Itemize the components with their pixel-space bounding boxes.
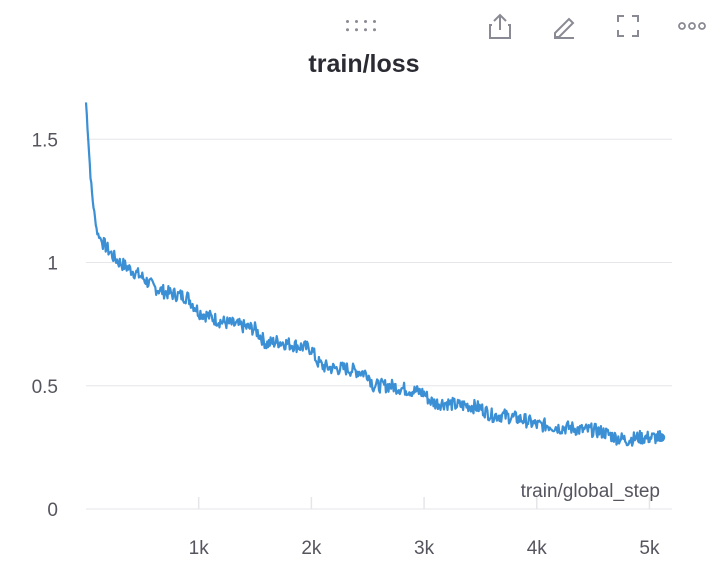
- edit-icon[interactable]: [546, 8, 582, 44]
- x-axis-label: train/global_step: [521, 481, 660, 502]
- drag-handle-icon[interactable]: [346, 8, 382, 44]
- y-tick-label: 0: [47, 500, 58, 521]
- y-tick-label: 0.5: [32, 377, 58, 398]
- x-tick-label: 3k: [414, 538, 435, 559]
- x-tick-label: 4k: [527, 538, 548, 559]
- fullscreen-icon[interactable]: [610, 8, 646, 44]
- x-tick-label: 1k: [189, 538, 210, 559]
- y-tick-label: 1: [47, 254, 58, 275]
- chart-title: train/loss: [308, 50, 420, 78]
- more-icon[interactable]: [674, 8, 710, 44]
- panel-toolbar: [0, 8, 728, 44]
- y-tick-label: 1.5: [32, 130, 58, 151]
- share-icon[interactable]: [482, 8, 518, 44]
- x-tick-label: 2k: [301, 538, 322, 559]
- x-tick-label: 5k: [639, 538, 660, 559]
- series-end-point: [656, 433, 666, 443]
- series-line: [84, 102, 662, 447]
